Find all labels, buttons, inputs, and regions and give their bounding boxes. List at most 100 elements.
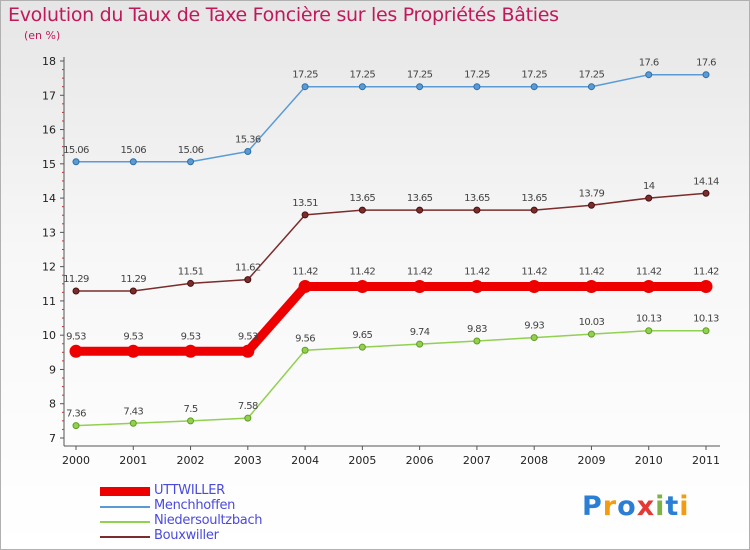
y-tick-label: 8 <box>49 398 56 411</box>
data-label: 9.74 <box>410 327 430 338</box>
proxiti-logo: Proxiti <box>582 491 690 522</box>
data-point <box>244 276 252 284</box>
data-point <box>358 83 366 91</box>
data-point <box>645 194 653 202</box>
data-label: 7.58 <box>238 401 258 412</box>
data-label: 9.93 <box>524 321 544 332</box>
series-line-menchhoffen <box>75 73 707 163</box>
data-point <box>72 158 80 166</box>
data-point <box>129 419 137 427</box>
data-point <box>358 206 366 214</box>
data-label: 10.13 <box>693 314 719 325</box>
data-label: 14.14 <box>693 176 719 187</box>
data-point <box>530 206 538 214</box>
data-point <box>584 280 598 294</box>
data-point <box>129 287 137 295</box>
data-label: 11.29 <box>120 274 146 285</box>
data-label: 11.42 <box>292 267 318 278</box>
data-point <box>473 206 481 214</box>
data-label: 11.42 <box>636 267 662 278</box>
data-point <box>355 280 369 294</box>
data-label: 13.65 <box>521 193 547 204</box>
data-label: 17.6 <box>696 58 716 69</box>
data-label: 11.29 <box>63 274 89 285</box>
x-tick-label: 2002 <box>177 454 205 467</box>
x-tick-label: 2003 <box>234 454 262 467</box>
data-label: 9.65 <box>352 330 372 341</box>
data-point <box>702 327 710 335</box>
data-point <box>473 337 481 345</box>
x-tick-label: 2000 <box>62 454 90 467</box>
legend-label-uttwiller: UTTWILLER <box>154 483 225 498</box>
legend-swatch-niedersoultzbach <box>100 521 150 523</box>
data-point <box>413 280 427 294</box>
y-tick-label: 17 <box>42 89 56 102</box>
data-point <box>301 211 309 219</box>
x-tick-label: 2004 <box>291 454 319 467</box>
chart-unit-label: (en %) <box>24 29 61 42</box>
data-point <box>72 422 80 430</box>
data-point <box>587 201 595 209</box>
x-tick-label: 2005 <box>348 454 376 467</box>
logo-letter: P <box>582 491 603 522</box>
y-tick-label: 13 <box>42 226 56 239</box>
logo-letter: o <box>617 491 637 522</box>
y-tick-label: 18 <box>42 55 56 68</box>
data-label: 17.25 <box>292 70 318 81</box>
legend-label-niedersoultzbach: Niedersoultzbach <box>154 513 263 528</box>
data-label: 13.65 <box>407 193 433 204</box>
logo-letter: r <box>602 491 618 522</box>
legend-swatch-bouxwiller <box>100 536 150 538</box>
data-point <box>241 344 255 358</box>
data-point <box>126 344 140 358</box>
data-point <box>699 280 713 294</box>
data-point <box>587 83 595 91</box>
data-point <box>645 71 653 79</box>
logo-letter: i <box>655 491 666 522</box>
data-label: 14 <box>643 181 655 192</box>
data-point <box>301 346 309 354</box>
data-label: 9.53 <box>123 331 143 342</box>
data-label: 13.65 <box>464 193 490 204</box>
data-point <box>470 280 484 294</box>
x-tick-label: 2001 <box>119 454 147 467</box>
data-label: 11.42 <box>521 267 547 278</box>
data-label: 17.25 <box>464 70 490 81</box>
logo-letter: i <box>679 491 690 522</box>
data-label: 9.56 <box>295 333 315 344</box>
logo-letter: x <box>636 491 656 522</box>
data-label: 11.42 <box>464 267 490 278</box>
data-label: 9.53 <box>181 331 201 342</box>
series-line-bouxwiller <box>75 192 707 292</box>
data-point <box>129 158 137 166</box>
data-label: 13.79 <box>579 188 605 199</box>
data-label: 11.42 <box>579 267 605 278</box>
data-label: 13.65 <box>350 193 376 204</box>
data-label: 17.25 <box>579 70 605 81</box>
data-label: 9.83 <box>467 324 487 335</box>
data-label: 17.25 <box>407 70 433 81</box>
data-point <box>358 343 366 351</box>
y-tick-label: 12 <box>42 261 56 274</box>
data-point <box>416 83 424 91</box>
data-point <box>527 280 541 294</box>
data-point <box>530 83 538 91</box>
x-tick-label: 2007 <box>463 454 491 467</box>
data-point <box>187 158 195 166</box>
data-label: 11.42 <box>693 267 719 278</box>
data-label: 11.62 <box>235 263 261 274</box>
series-line-niedersoultzbach <box>75 329 707 427</box>
data-label: 9.53 <box>238 331 258 342</box>
x-tick-label: 2010 <box>635 454 663 467</box>
x-tick-label: 2009 <box>577 454 605 467</box>
data-label: 15.06 <box>63 145 89 156</box>
data-label: 13.51 <box>292 198 318 209</box>
data-point <box>702 189 710 197</box>
x-tick-label: 2008 <box>520 454 548 467</box>
x-tick-label: 2006 <box>406 454 434 467</box>
legend-swatch-uttwiller <box>100 487 150 496</box>
data-point <box>642 280 656 294</box>
data-point <box>301 83 309 91</box>
data-point <box>587 330 595 338</box>
data-label: 7.36 <box>66 409 86 420</box>
